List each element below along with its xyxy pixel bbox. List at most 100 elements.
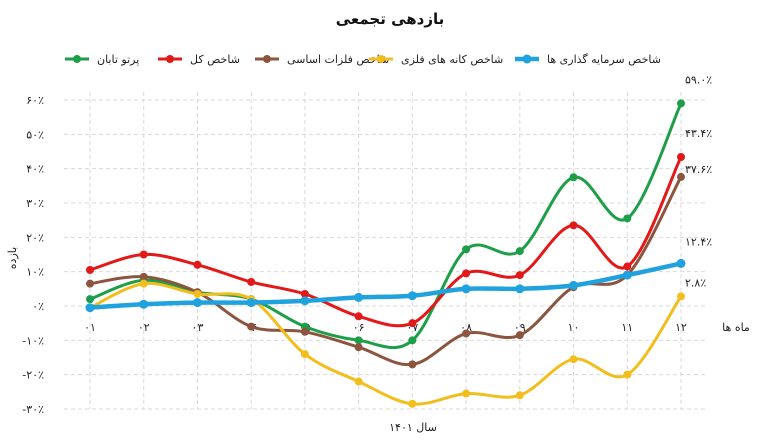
data-point — [569, 173, 578, 182]
data-point — [623, 370, 632, 379]
end-value-label: ۴۳.۴٪ — [685, 127, 712, 140]
data-point — [86, 295, 94, 304]
legend-label: شاخص کانه های فلزی — [401, 53, 503, 66]
x-tick-label: ۰۲ — [138, 321, 150, 334]
legend-marker — [263, 55, 271, 63]
x-tick-label: ۰۷ — [406, 321, 418, 334]
y-tick-label: -۲۰٪ — [22, 369, 44, 382]
series-1 — [86, 99, 685, 350]
data-point — [86, 265, 94, 274]
x-tick-label: ۰۶ — [353, 321, 365, 334]
legend-marker — [377, 55, 385, 63]
end-value-label: ۳۷.۶٪ — [685, 163, 712, 176]
data-point — [354, 312, 363, 321]
data-point — [623, 214, 632, 223]
data-point — [569, 221, 578, 230]
data-point — [85, 303, 95, 313]
x-tick-label: ۱۰ — [568, 321, 580, 334]
chart-title: بازدهی تجمعی — [336, 10, 445, 28]
data-point — [515, 247, 524, 256]
data-point — [192, 298, 202, 308]
legend-label: شاخص کل — [190, 53, 240, 66]
y-tick-label: ۶۰٪ — [26, 94, 44, 107]
data-point — [193, 289, 202, 298]
data-point — [623, 262, 632, 271]
x-tick-label: ۰۳ — [192, 321, 204, 334]
legend-marker — [166, 55, 174, 63]
data-point — [677, 292, 685, 301]
data-point — [569, 355, 578, 364]
data-point — [462, 245, 471, 254]
data-point — [300, 327, 309, 336]
data-point — [354, 336, 363, 345]
y-tick-label: ۴۰٪ — [26, 163, 44, 176]
x-axis-label: سال ۱۴۰۱ — [389, 421, 437, 434]
series-line — [88, 155, 683, 328]
data-point — [677, 172, 685, 181]
legend-item: پرتو تابان — [65, 53, 139, 66]
data-point — [462, 329, 471, 338]
y-tick-label: ۵۰٪ — [26, 128, 44, 141]
y-axis-label: بازده — [6, 247, 19, 269]
data-point — [193, 260, 202, 269]
x-axis-name: ماه ها — [722, 321, 750, 334]
data-point — [247, 277, 256, 286]
data-point — [354, 343, 363, 352]
data-point — [515, 271, 524, 280]
data-point — [300, 296, 310, 306]
data-point — [677, 152, 685, 161]
data-point — [86, 279, 94, 288]
data-point — [300, 289, 309, 298]
data-point — [300, 350, 309, 359]
data-point — [408, 360, 417, 369]
y-tick-label: ۱۰٪ — [26, 266, 44, 279]
y-tick-label: -۱۰٪ — [22, 334, 44, 347]
data-point — [569, 280, 579, 290]
series-2 — [86, 152, 685, 328]
data-point — [676, 258, 686, 268]
legend-marker — [73, 55, 81, 63]
data-point — [354, 292, 364, 302]
legend-label: شاخص فلزات اساسی — [287, 53, 389, 66]
series-5 — [85, 258, 686, 313]
end-value-label: ۲.۸٪ — [685, 276, 706, 289]
data-point — [515, 391, 524, 400]
series-line — [88, 101, 683, 350]
y-tick-label: ۲۰٪ — [26, 231, 44, 244]
data-point — [354, 377, 363, 386]
legend-marker — [522, 54, 532, 64]
data-point — [462, 389, 471, 398]
data-point — [247, 322, 256, 331]
series-group — [85, 99, 686, 408]
data-point — [408, 319, 417, 328]
legend-label: شاخص سرمایه گذاری ها — [547, 53, 661, 66]
end-value-label: ۱۲.۴٪ — [685, 235, 712, 248]
legend-item: شاخص کل — [158, 53, 240, 66]
y-tick-label: ۰٪ — [32, 300, 44, 313]
end-value-label: ۵۹.۰٪ — [685, 73, 712, 86]
data-point — [461, 284, 471, 294]
series-line — [88, 175, 683, 367]
x-tick-label: ۰۸ — [460, 321, 472, 334]
x-tick-label: ۱۱ — [621, 321, 633, 334]
y-tick-label: ۳۰٪ — [26, 197, 44, 210]
data-point — [515, 284, 525, 294]
data-point — [139, 279, 148, 288]
data-point — [139, 250, 148, 259]
legend-item: شاخص سرمایه گذاری ها — [515, 53, 661, 66]
data-point — [407, 291, 417, 301]
x-tick-label: ۰۹ — [514, 321, 526, 334]
series-3 — [86, 172, 685, 369]
x-tick-label: ۰۱ — [84, 321, 96, 334]
data-point — [515, 331, 524, 340]
data-point — [139, 272, 148, 281]
y-axis: ۶۰٪ ۵۰٪ ۴۰٪ ۳۰٪ ۲۰٪ ۱۰٪ ۰٪ -۱۰٪ -۲۰٪ -۳۰٪ — [22, 94, 44, 416]
y-tick-label: -۳۰٪ — [22, 403, 44, 416]
data-point — [622, 270, 632, 280]
data-point — [462, 269, 471, 278]
data-point — [139, 299, 149, 309]
legend-label: پرتو تابان — [97, 53, 139, 66]
data-point — [408, 336, 417, 345]
grid — [64, 92, 708, 410]
